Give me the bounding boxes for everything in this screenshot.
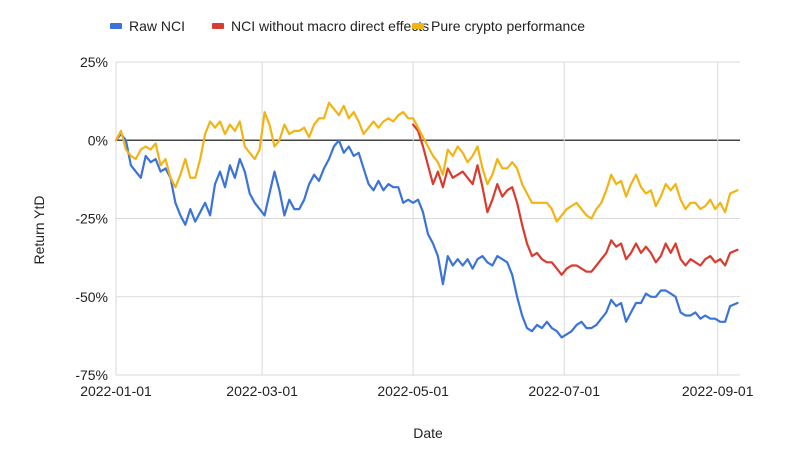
x-tick-label: 2022-05-01: [377, 383, 449, 399]
y-tick-label: 25%: [80, 54, 108, 70]
x-tick-label: 2022-03-01: [226, 383, 298, 399]
nci-without-macro-line: [412, 123, 739, 276]
gridlines: [115, 61, 740, 376]
y-tick-label: -50%: [75, 289, 108, 305]
x-tick-label: 2022-01-01: [80, 383, 152, 399]
legend-label: NCI without macro direct effects: [231, 18, 429, 34]
raw-nci-line: [114, 132, 739, 339]
x-axis-ticks: 2022-01-01 2022-03-01 2022-05-01 2022-07-01…: [80, 383, 754, 399]
x-tick-label: 2022-09-01: [682, 383, 754, 399]
y-tick-label: 0%: [88, 132, 108, 148]
legend-swatch: [110, 23, 122, 29]
y-tick-label: -75%: [75, 367, 108, 383]
legend-label: Raw NCI: [129, 18, 185, 34]
legend-label: Pure crypto performance: [431, 18, 585, 34]
legend-item-raw-nci: Raw NCI: [110, 18, 185, 34]
y-axis-label: Return YtD: [31, 196, 47, 265]
legend-swatch: [212, 23, 224, 29]
x-axis-label: Date: [413, 425, 443, 441]
legend-item-pure-crypto: Pure crypto performance: [412, 18, 585, 34]
legend-item-nci-without-macro: NCI without macro direct effects: [212, 18, 429, 34]
y-axis-ticks: 25% 0% -25% -50% -75%: [75, 54, 108, 383]
x-tick-label: 2022-07-01: [528, 383, 600, 399]
series-lines: [114, 101, 739, 339]
legend-swatch: [412, 23, 424, 29]
pure-crypto-line: [114, 101, 739, 223]
legend: Raw NCI NCI without macro direct effects P…: [110, 18, 585, 34]
y-tick-label: -25%: [75, 211, 108, 227]
